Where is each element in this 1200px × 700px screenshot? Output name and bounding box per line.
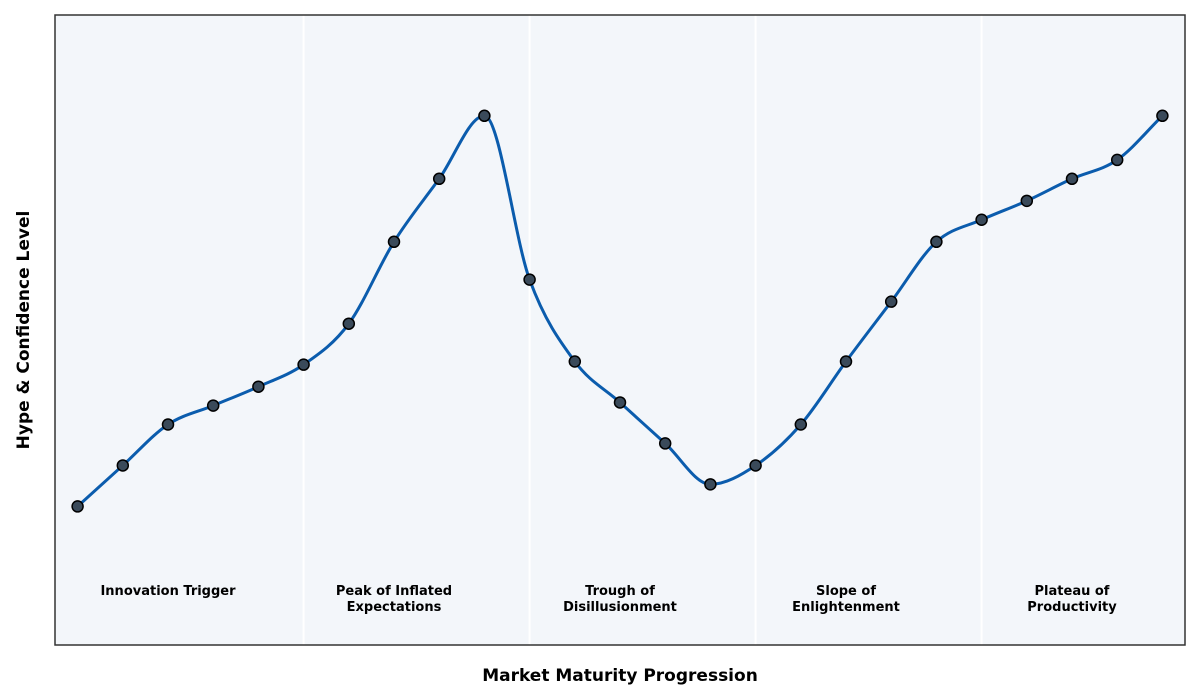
phase-label-line: Enlightenment <box>792 600 900 615</box>
phase-label-5: Plateau of Productivity <box>1027 584 1117 615</box>
phase-label-1: Innovation Trigger <box>100 584 236 599</box>
data-point-21 <box>1020 194 1034 208</box>
data-point-1 <box>116 459 130 472</box>
phase-label-line: Expectations <box>347 600 442 615</box>
phase-label-line: Disillusionment <box>563 600 677 615</box>
hype-curve-line <box>76 114 1164 508</box>
data-point-22 <box>1065 172 1079 186</box>
phase-label-line: Slope of <box>816 584 876 599</box>
phase-label-line: Peak of Inflated <box>336 584 452 599</box>
phase-dividers <box>302 15 983 645</box>
data-point-7 <box>387 235 401 249</box>
plot-background <box>55 15 1185 645</box>
data-point-10 <box>523 273 536 286</box>
phase-labels: Innovation Trigger Peak of Inflated Expect… <box>100 584 1117 615</box>
data-point-13 <box>658 437 672 450</box>
x-axis-label: Market Maturity Progression <box>482 666 758 686</box>
data-point-6 <box>342 317 356 330</box>
data-point-12 <box>613 396 627 409</box>
data-markers <box>71 109 1169 513</box>
data-point-9 <box>478 109 491 123</box>
phase-label-line: Trough of <box>585 584 655 599</box>
data-point-23 <box>1110 153 1124 167</box>
data-point-20 <box>975 213 988 226</box>
data-point-4 <box>252 380 265 393</box>
data-point-24 <box>1156 109 1169 123</box>
data-point-3 <box>206 399 220 412</box>
phase-label-3: Trough of Disillusionment <box>563 584 677 615</box>
phase-label-line: Plateau of <box>1035 584 1110 599</box>
phase-label-line: Innovation Trigger <box>100 584 236 599</box>
data-point-18 <box>884 295 898 308</box>
data-point-19 <box>930 235 943 249</box>
plot-frame <box>54 14 1186 646</box>
phase-label-line: Productivity <box>1027 600 1117 615</box>
data-point-5 <box>297 358 310 371</box>
y-axis-label: Hype & Confidence Level <box>14 211 34 450</box>
data-point-8 <box>432 172 446 186</box>
data-point-11 <box>568 355 582 368</box>
data-point-14 <box>704 478 717 491</box>
data-point-0 <box>71 500 84 513</box>
phase-label-4: Slope of Enlightenment <box>792 584 900 615</box>
data-point-16 <box>794 418 808 431</box>
data-point-15 <box>749 459 762 472</box>
data-point-17 <box>839 355 853 368</box>
data-point-2 <box>161 418 175 431</box>
phase-label-2: Peak of Inflated Expectations <box>336 584 452 615</box>
